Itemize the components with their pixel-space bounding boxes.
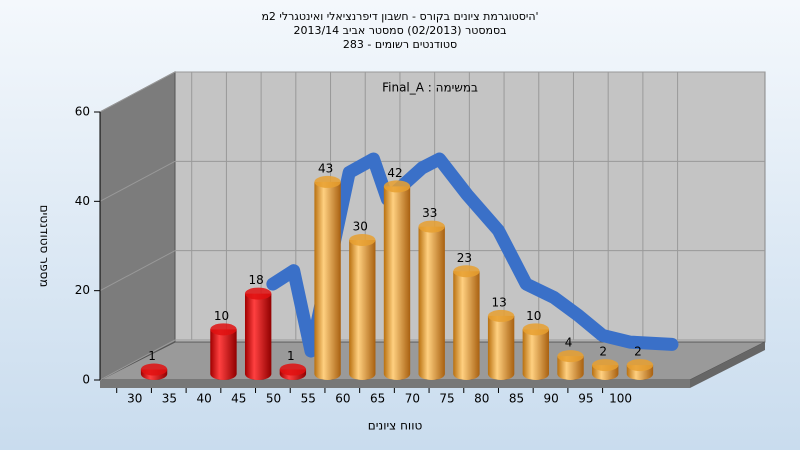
y-axis-label: מספר סטודנטים [38,205,52,288]
bar-body [349,240,376,380]
value-label: 13 [491,295,506,309]
bar-top [210,323,237,336]
bar-top [279,363,307,376]
value-label: 10 [526,309,541,323]
value-label: 18 [249,273,264,287]
bar [140,363,168,380]
bar-top [418,220,445,233]
annotation: Final_A : במשימה [382,81,478,95]
bar [383,180,411,380]
value-label: 33 [422,206,437,220]
x-tick-label: 55 [301,392,316,406]
bar [349,234,376,380]
value-label: 1 [148,349,156,363]
x-tick-label: 70 [405,392,420,406]
x-tick-label: 95 [578,392,593,406]
bar-top [349,234,376,246]
x-tick-label: 30 [127,392,142,406]
bar-body [453,271,480,380]
x-tick-label: 75 [439,392,454,406]
bar-top [626,359,654,372]
left-wall [99,71,176,381]
y-tick-label: 20 [75,283,90,297]
bar-top [522,323,550,336]
bar-body [210,329,237,380]
bar-body [314,181,341,380]
grid-line [99,160,176,202]
x-tick-label: 40 [196,392,211,406]
bar [279,363,307,380]
bar-body [383,186,411,380]
bar-body [244,293,272,380]
bar-top [557,350,584,363]
x-tick-label: 80 [474,392,489,406]
value-label: 42 [387,166,402,180]
x-tick-label: 35 [162,392,177,406]
grid-line [99,339,176,381]
value-label: 30 [353,220,368,234]
x-tick-label: 90 [544,392,559,406]
bar-top [140,363,168,376]
value-label: 4 [565,336,573,350]
bar-top [244,287,272,300]
value-label: 1 [287,349,295,363]
y-tick-label: 40 [75,194,90,208]
x-tick-label: 45 [231,392,246,406]
bar [487,309,515,381]
bar [522,323,550,380]
bar-top [592,359,619,372]
x-tick-label: 65 [370,392,385,406]
bar-body [418,226,445,380]
bar-body [557,356,584,380]
bar [557,350,584,380]
bar [418,220,445,380]
y-tick-label: 0 [82,373,90,387]
grid-line [99,71,176,113]
value-label: 10 [214,309,229,323]
title-line: סטודנטים רשומים - 283 [343,38,457,51]
bar [244,287,272,380]
bar [592,359,619,380]
floor-edge [690,342,765,388]
value-label: 23 [457,251,472,265]
title-line: היסטוגרמת ציונים בקורס - חשבון דיפרנציאל… [261,10,538,23]
title-line: בסמסטר (02/2013) סמסטר אביב 2013/14 [293,24,506,37]
y-tick-label: 60 [75,105,90,119]
x-tick-label: 50 [266,392,281,406]
grid-line [99,250,176,292]
bar [314,175,341,380]
bar-top [314,175,341,188]
bar [626,359,654,380]
x-tick-label: 60 [335,392,350,406]
floor-front [100,380,690,388]
bar-top [487,309,515,322]
bar-top [383,180,411,193]
x-tick-label: 100 [609,392,632,406]
value-label: 2 [599,345,607,359]
value-label: 43 [318,161,333,175]
x-tick-label: 85 [509,392,524,406]
bar-body [487,315,515,381]
value-label: 2 [634,345,642,359]
bar-top [453,265,480,278]
bar-body [522,329,550,380]
bar [210,323,237,380]
bar [453,265,480,380]
x-axis-label: טווח ציונים [368,419,423,433]
